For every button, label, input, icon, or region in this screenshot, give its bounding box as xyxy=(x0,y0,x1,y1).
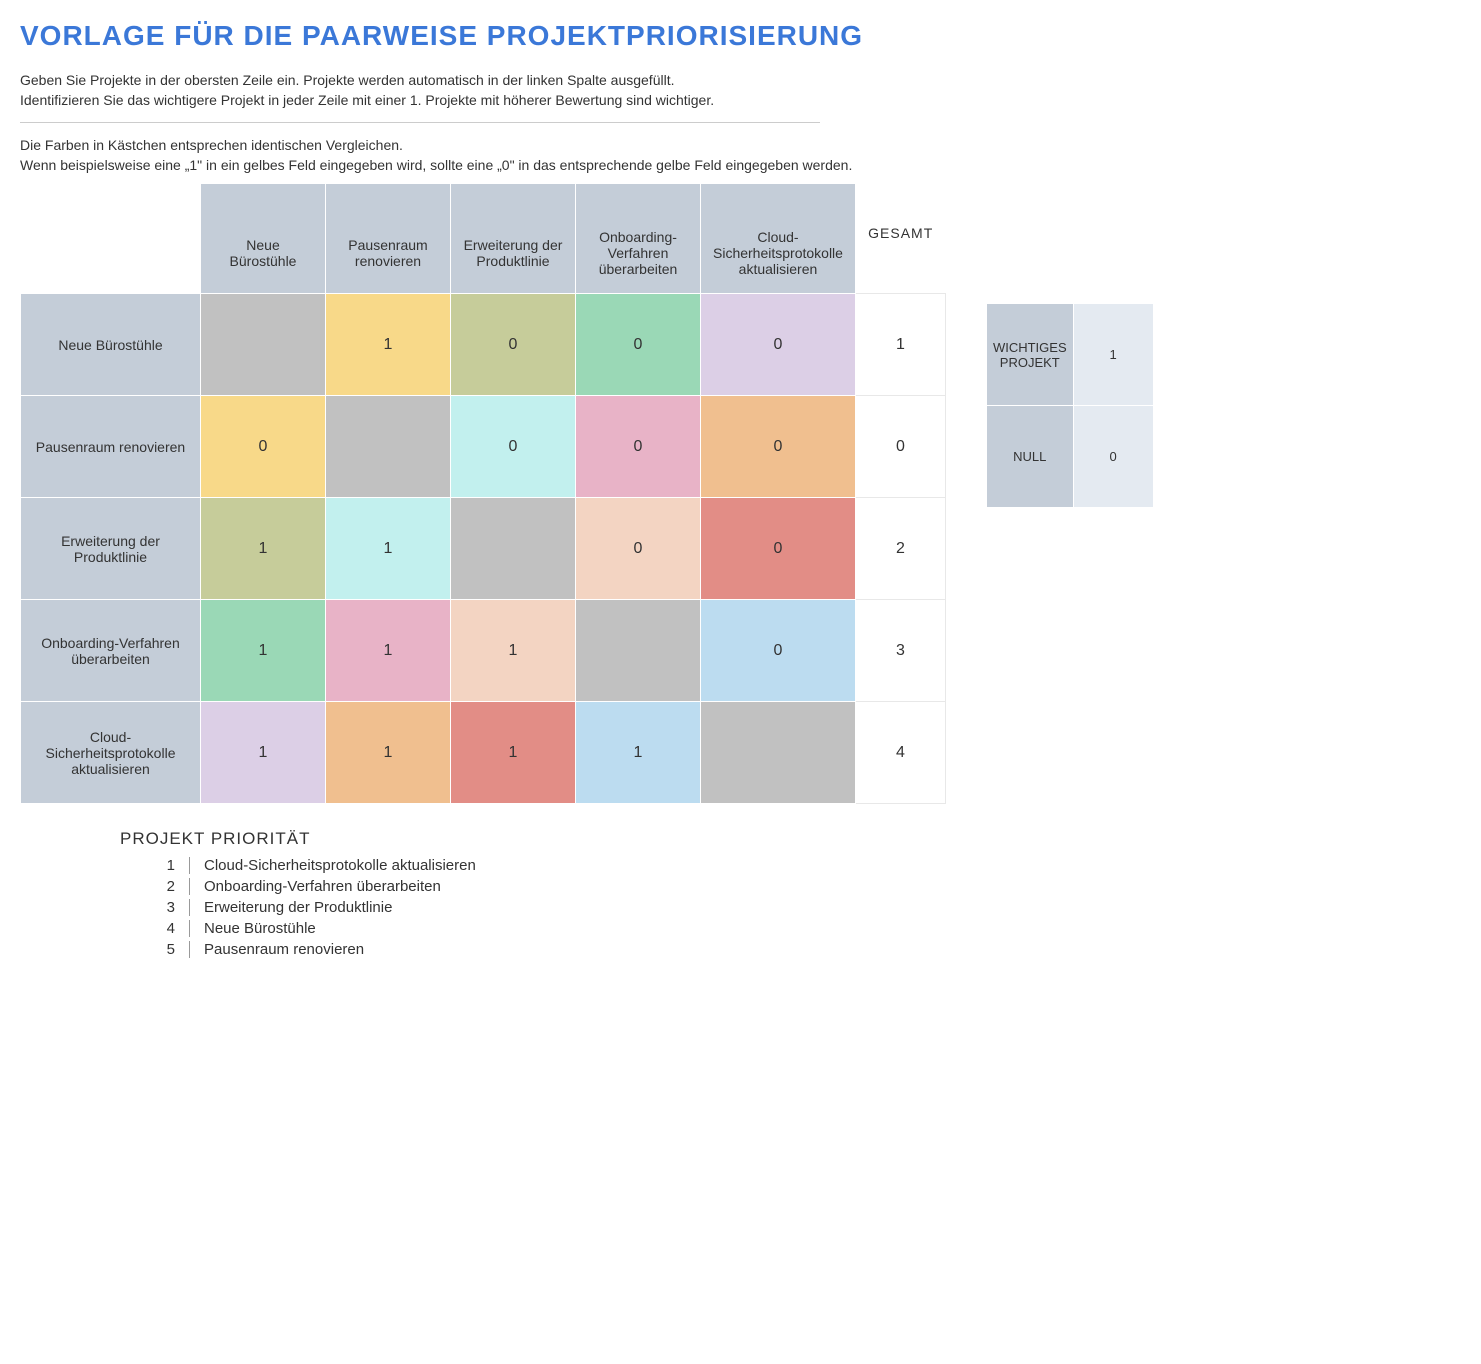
priority-item: 2Onboarding-Verfahren überarbeiten xyxy=(120,878,1461,895)
row-total: 2 xyxy=(855,498,945,600)
row-header: Erweiterung der Produktlinie xyxy=(21,498,201,600)
row-total: 4 xyxy=(855,702,945,804)
matrix-cell[interactable] xyxy=(701,702,856,804)
row-total: 0 xyxy=(855,396,945,498)
priority-name: Neue Bürostühle xyxy=(190,920,316,937)
column-header: Onboarding-Verfahren überarbeiten xyxy=(576,184,701,294)
priority-item: 4Neue Bürostühle xyxy=(120,920,1461,937)
column-header: Neue Bürostühle xyxy=(201,184,326,294)
matrix-cell[interactable]: 0 xyxy=(701,498,856,600)
matrix-cell[interactable]: 0 xyxy=(576,498,701,600)
matrix-cell[interactable]: 1 xyxy=(326,498,451,600)
page-title: VORLAGE FÜR DIE PAARWEISE PROJEKTPRIORIS… xyxy=(20,20,1461,52)
legend-value: 0 xyxy=(1073,406,1153,508)
intro-block: Geben Sie Projekte in der obersten Zeile… xyxy=(20,72,1461,173)
matrix-cell[interactable]: 0 xyxy=(201,396,326,498)
matrix-cell[interactable]: 1 xyxy=(201,702,326,804)
priority-item: 3Erweiterung der Produktlinie xyxy=(120,899,1461,916)
row-header: Onboarding-Verfahren überarbeiten xyxy=(21,600,201,702)
intro-line: Die Farben in Kästchen entsprechen ident… xyxy=(20,137,1461,153)
matrix-cell[interactable]: 1 xyxy=(326,702,451,804)
matrix-cell[interactable] xyxy=(326,396,451,498)
priority-rank: 3 xyxy=(120,899,190,916)
row-total: 3 xyxy=(855,600,945,702)
total-header: GESAMT xyxy=(855,184,945,294)
column-header: Cloud-Sicherheitsprotokolle aktualisiere… xyxy=(701,184,856,294)
legend-label: NULL xyxy=(986,406,1073,508)
matrix-cell[interactable]: 1 xyxy=(326,600,451,702)
matrix-cell[interactable]: 0 xyxy=(701,600,856,702)
priority-rank: 4 xyxy=(120,920,190,937)
priority-name: Onboarding-Verfahren überarbeiten xyxy=(190,878,441,895)
priority-item: 1Cloud-Sicherheitsprotokolle aktualisier… xyxy=(120,857,1461,874)
priority-section: PROJEKT PRIORITÄT 1Cloud-Sicherheitsprot… xyxy=(120,829,1461,958)
matrix-cell[interactable]: 1 xyxy=(451,600,576,702)
matrix-cell[interactable]: 0 xyxy=(451,294,576,396)
legend-value: 1 xyxy=(1073,304,1153,406)
intro-line: Identifizieren Sie das wichtigere Projek… xyxy=(20,92,1461,108)
priority-name: Pausenraum renovieren xyxy=(190,941,364,958)
legend-label: WICHTIGES PROJEKT xyxy=(986,304,1073,406)
matrix-cell[interactable]: 1 xyxy=(326,294,451,396)
intro-line: Geben Sie Projekte in der obersten Zeile… xyxy=(20,72,1461,88)
column-header: Erweiterung der Produktlinie xyxy=(451,184,576,294)
matrix-cell[interactable]: 0 xyxy=(576,294,701,396)
priority-rank: 2 xyxy=(120,878,190,895)
row-header: Neue Bürostühle xyxy=(21,294,201,396)
priority-name: Erweiterung der Produktlinie xyxy=(190,899,392,916)
matrix-cell[interactable]: 0 xyxy=(701,294,856,396)
matrix-cell[interactable]: 1 xyxy=(201,600,326,702)
matrix-cell[interactable]: 1 xyxy=(576,702,701,804)
intro-line: Wenn beispielsweise eine „1" in ein gelb… xyxy=(20,157,1461,173)
matrix-cell[interactable]: 1 xyxy=(451,702,576,804)
row-header: Cloud-Sicherheitsprotokolle aktualisiere… xyxy=(21,702,201,804)
matrix-cell[interactable] xyxy=(201,294,326,396)
comparison-matrix: Neue BürostühlePausenraum renovierenErwe… xyxy=(20,183,946,804)
priority-rank: 5 xyxy=(120,941,190,958)
row-header: Pausenraum renovieren xyxy=(21,396,201,498)
legend-block: WICHTIGES PROJEKT1NULL0 xyxy=(986,303,1154,508)
matrix-cell[interactable]: 0 xyxy=(701,396,856,498)
priority-name: Cloud-Sicherheitsprotokolle aktualisiere… xyxy=(190,857,476,874)
matrix-cell[interactable]: 1 xyxy=(201,498,326,600)
priority-item: 5Pausenraum renovieren xyxy=(120,941,1461,958)
row-total: 1 xyxy=(855,294,945,396)
priority-title: PROJEKT PRIORITÄT xyxy=(120,829,1461,849)
matrix-cell[interactable]: 0 xyxy=(451,396,576,498)
separator xyxy=(20,122,820,123)
priority-rank: 1 xyxy=(120,857,190,874)
column-header: Pausenraum renovieren xyxy=(326,184,451,294)
matrix-cell[interactable] xyxy=(576,600,701,702)
matrix-cell[interactable]: 0 xyxy=(576,396,701,498)
matrix-cell[interactable] xyxy=(451,498,576,600)
